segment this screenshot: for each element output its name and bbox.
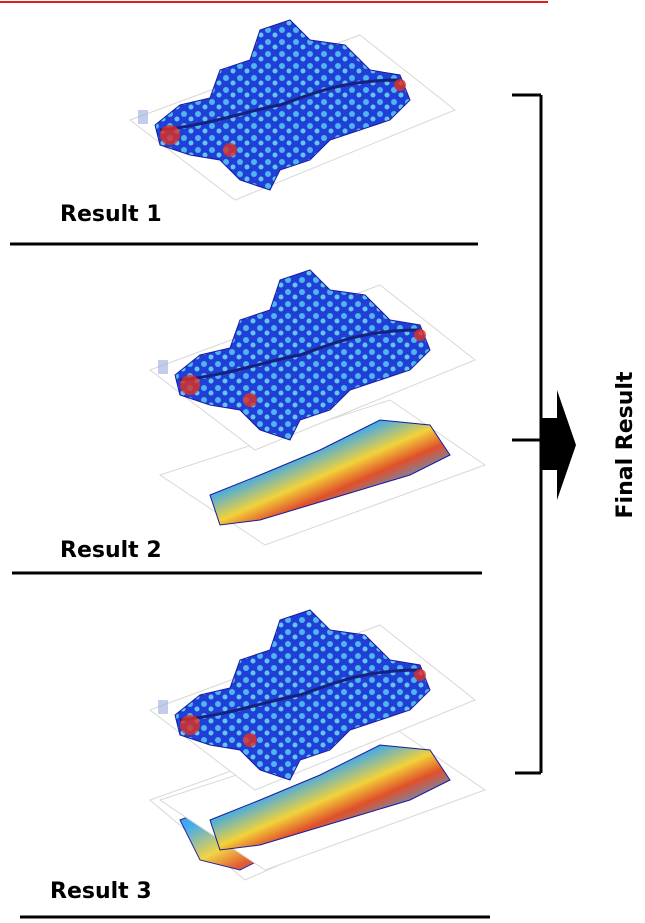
map-layer	[128, 18, 457, 202]
result-label: Result 1	[60, 202, 162, 227]
bracket	[512, 93, 543, 775]
map-layer	[148, 268, 477, 452]
result-label: Result 3	[50, 879, 152, 904]
result-label: Result 2	[60, 538, 162, 563]
final-label: Final Result	[613, 371, 638, 518]
arrow	[541, 390, 576, 500]
